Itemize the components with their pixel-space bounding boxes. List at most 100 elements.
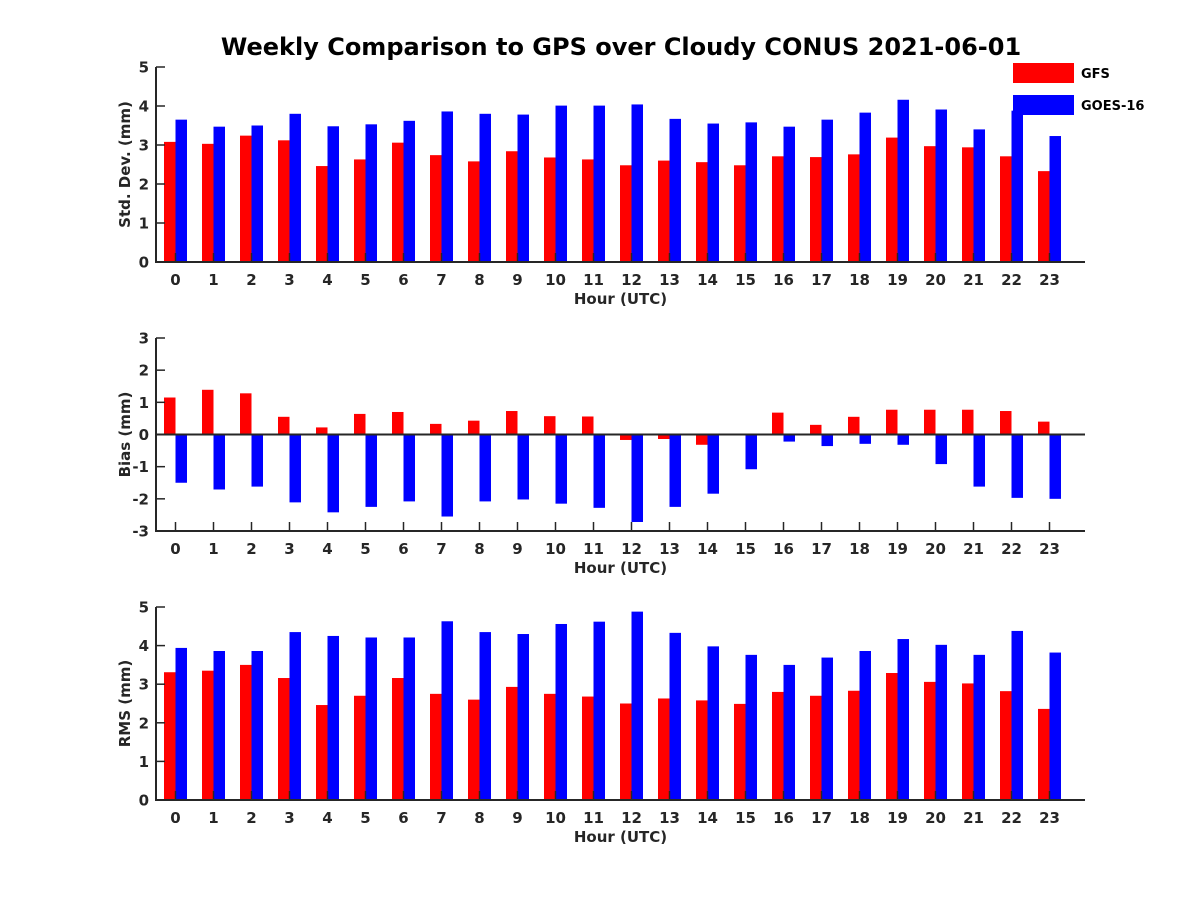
bar bbox=[327, 635, 339, 800]
bar bbox=[164, 397, 176, 435]
x-tick-label: 3 bbox=[284, 540, 294, 558]
bar bbox=[278, 678, 290, 800]
bar bbox=[175, 434, 187, 483]
bar bbox=[620, 703, 632, 800]
x-tick-label: 12 bbox=[621, 540, 642, 558]
bar bbox=[859, 434, 871, 444]
bar bbox=[707, 434, 719, 494]
bar bbox=[354, 695, 366, 800]
x-tick-label: 6 bbox=[398, 540, 408, 558]
bar bbox=[658, 160, 670, 262]
bar bbox=[707, 646, 719, 800]
bar bbox=[886, 409, 898, 435]
bar bbox=[403, 637, 415, 800]
bar bbox=[935, 109, 947, 262]
bar bbox=[430, 423, 442, 435]
x-tick-label: 2 bbox=[246, 809, 256, 827]
bar bbox=[848, 416, 860, 435]
bar bbox=[289, 434, 301, 503]
series-goes-16 bbox=[175, 99, 1061, 263]
bar bbox=[745, 434, 757, 470]
bar bbox=[924, 146, 936, 262]
bar bbox=[441, 111, 453, 263]
bar bbox=[772, 412, 784, 435]
bar bbox=[772, 156, 784, 262]
x-tick-label: 4 bbox=[322, 271, 332, 289]
bar bbox=[251, 651, 263, 800]
bar bbox=[1038, 421, 1050, 435]
y-axis-label: Bias (mm) bbox=[116, 392, 134, 478]
series-gfs bbox=[164, 135, 1050, 262]
bar bbox=[316, 166, 328, 262]
x-tick-label: 21 bbox=[963, 271, 984, 289]
bar bbox=[745, 654, 757, 800]
bar bbox=[213, 126, 225, 262]
bar bbox=[555, 434, 567, 504]
bar bbox=[479, 113, 491, 262]
x-tick-label: 11 bbox=[583, 809, 604, 827]
x-tick-label: 17 bbox=[811, 271, 832, 289]
x-tick-label: 7 bbox=[436, 809, 446, 827]
y-tick-label: 5 bbox=[139, 59, 149, 77]
bar bbox=[886, 137, 898, 262]
x-tick-label: 20 bbox=[925, 809, 946, 827]
x-tick-label: 1 bbox=[208, 809, 218, 827]
bar bbox=[316, 705, 328, 800]
x-tick-label: 21 bbox=[963, 540, 984, 558]
bar bbox=[658, 434, 670, 439]
bar bbox=[251, 125, 263, 262]
x-tick-label: 17 bbox=[811, 540, 832, 558]
bar bbox=[517, 114, 529, 262]
bar bbox=[441, 434, 453, 517]
y-tick-label: 3 bbox=[139, 137, 149, 155]
bar bbox=[1011, 110, 1023, 263]
series-goes-16 bbox=[175, 434, 1061, 522]
bar bbox=[392, 142, 404, 262]
bar bbox=[924, 681, 936, 800]
bar bbox=[479, 632, 491, 800]
x-tick-label: 18 bbox=[849, 809, 870, 827]
x-tick-label: 5 bbox=[360, 271, 370, 289]
bar bbox=[772, 691, 784, 800]
y-axis-label: Std. Dev. (mm) bbox=[116, 101, 134, 228]
x-tick-label: 9 bbox=[512, 271, 522, 289]
bar bbox=[707, 123, 719, 262]
bar bbox=[1011, 630, 1023, 800]
bar bbox=[973, 434, 985, 487]
x-tick-label: 23 bbox=[1039, 809, 1060, 827]
bar bbox=[962, 147, 974, 262]
bar bbox=[593, 105, 605, 262]
series-gfs bbox=[164, 389, 1050, 445]
x-tick-label: 10 bbox=[545, 271, 566, 289]
y-tick-label: 5 bbox=[139, 599, 149, 617]
y-tick-label: 3 bbox=[139, 676, 149, 694]
x-tick-label: 9 bbox=[512, 540, 522, 558]
bar bbox=[430, 693, 442, 800]
bar bbox=[213, 434, 225, 490]
x-tick-label: 15 bbox=[735, 271, 756, 289]
x-tick-label: 16 bbox=[773, 540, 794, 558]
bar bbox=[783, 434, 795, 442]
bar bbox=[1038, 171, 1050, 262]
x-tick-label: 22 bbox=[1001, 271, 1022, 289]
y-tick-label: 0 bbox=[139, 792, 149, 810]
bar bbox=[544, 157, 556, 262]
bar bbox=[555, 623, 567, 800]
bar bbox=[479, 434, 491, 502]
bar bbox=[848, 154, 860, 262]
x-tick-label: 22 bbox=[1001, 540, 1022, 558]
series-gfs bbox=[164, 664, 1050, 800]
y-axis-label: RMS (mm) bbox=[116, 660, 134, 747]
bar bbox=[821, 657, 833, 800]
x-tick-label: 10 bbox=[545, 809, 566, 827]
x-tick-label: 7 bbox=[436, 271, 446, 289]
y-tick-label: 0 bbox=[139, 254, 149, 272]
bar bbox=[593, 621, 605, 800]
bar bbox=[859, 112, 871, 262]
bar bbox=[593, 434, 605, 508]
x-tick-label: 3 bbox=[284, 271, 294, 289]
legend-entry-goes-16: GOES-16 bbox=[1013, 95, 1144, 115]
x-tick-label: 13 bbox=[659, 809, 680, 827]
bar bbox=[1049, 136, 1061, 262]
